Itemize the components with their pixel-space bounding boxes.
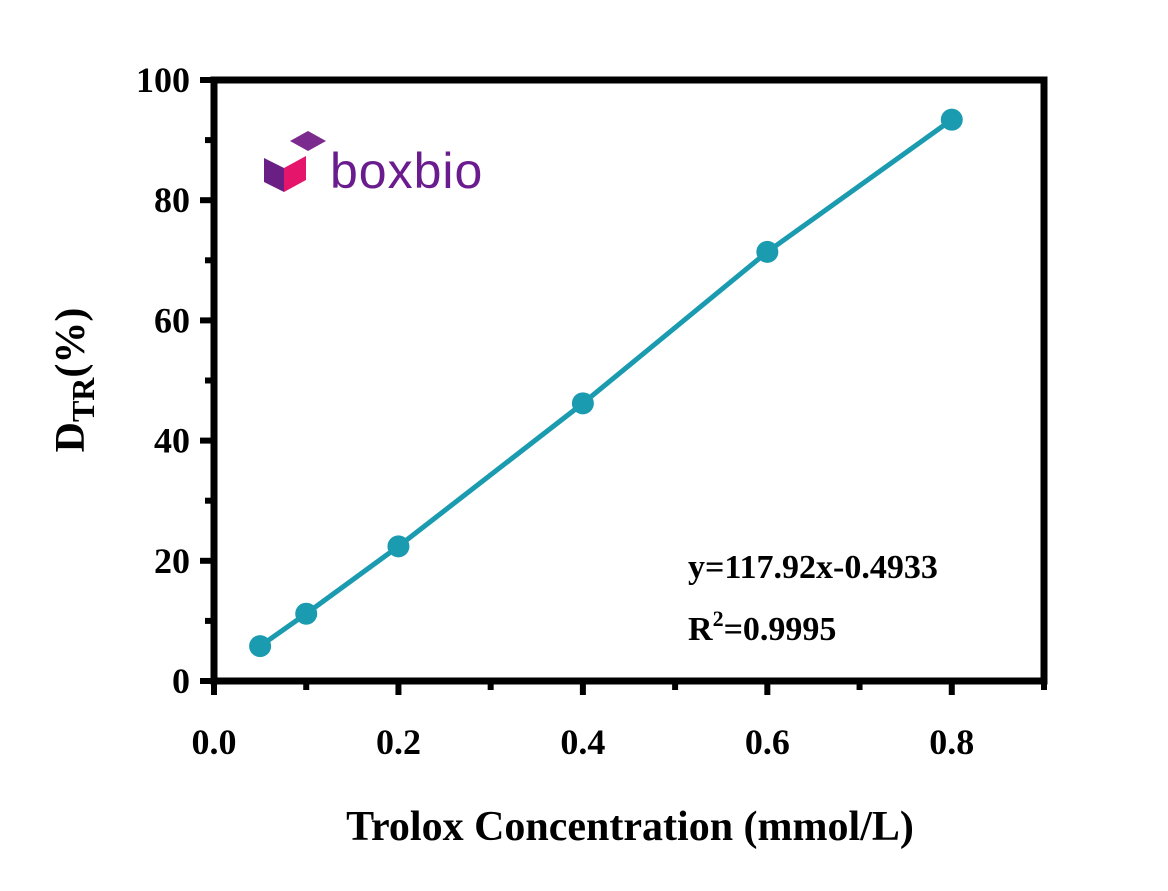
data-point	[940, 108, 963, 131]
y-axis-title-main: D	[48, 422, 94, 452]
x-axis-title: Trolox Concentration (mmol/L)	[346, 804, 914, 850]
x-tick-label: 0.6	[745, 722, 790, 762]
data-point	[756, 240, 779, 263]
y-axis-ticks: 0 20 40 60 80 100	[136, 60, 214, 701]
y-tick-label: 0	[172, 661, 190, 701]
y-tick-label: 100	[136, 60, 190, 100]
y-tick-label: 60	[154, 300, 190, 340]
r2-value: =0.9995	[724, 611, 837, 648]
x-tick-label: 0.2	[376, 722, 421, 762]
r-squared-label: R2=0.9995	[688, 606, 836, 648]
r2-base: R	[688, 611, 713, 648]
y-axis-title-tail: (%)	[48, 308, 94, 378]
r2-superscript: 2	[713, 606, 724, 631]
logo-text: boxbio	[330, 143, 483, 199]
cube-icon	[264, 131, 326, 192]
data-point	[249, 635, 272, 658]
y-tick-label: 80	[154, 180, 190, 220]
data-point	[387, 535, 410, 558]
x-tick-label: 0.0	[192, 722, 237, 762]
y-tick-label: 40	[154, 421, 190, 461]
equation-label: y=117.92x-0.4933	[688, 549, 938, 586]
data-point	[295, 602, 318, 625]
x-tick-label: 0.4	[560, 722, 605, 762]
y-tick-label: 20	[154, 541, 190, 581]
x-tick-label: 0.8	[929, 722, 974, 762]
boxbio-logo: boxbio	[264, 131, 483, 199]
x-axis-ticks: 0.0 0.2 0.4 0.6 0.8	[192, 681, 1047, 762]
data-point	[571, 392, 594, 415]
data-points	[249, 108, 963, 658]
y-axis-title-sub: TR	[65, 377, 101, 422]
y-axis-title: DTR(%)	[48, 308, 101, 453]
